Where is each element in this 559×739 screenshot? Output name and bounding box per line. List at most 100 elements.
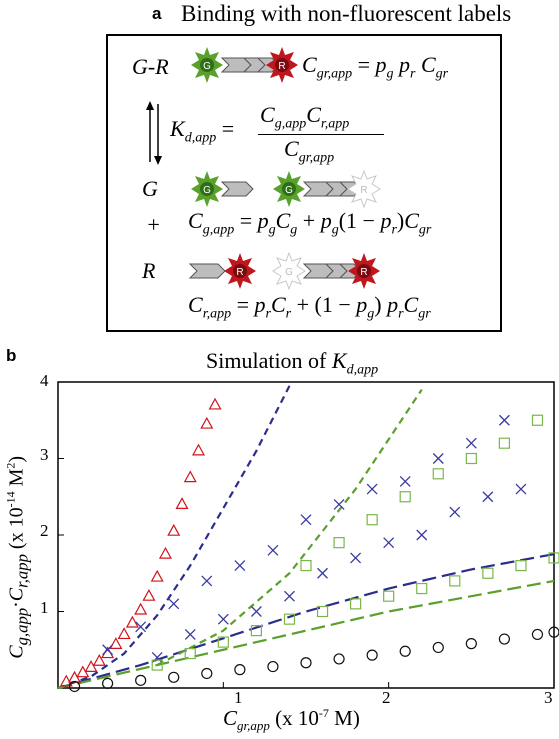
svg-text:R: R <box>360 267 367 278</box>
circle-point-3-2 <box>135 674 147 686</box>
kd-simulation-plot <box>57 381 559 693</box>
circle-point-3-1 <box>101 677 114 690</box>
x-tick-1: 1 <box>234 688 243 707</box>
square-point-2-11 <box>515 560 527 572</box>
square-point-2-6 <box>350 598 362 610</box>
dashed-line-0 <box>57 385 291 690</box>
cross-point-1-15 <box>217 613 229 625</box>
green-with-ghost-red-construct-icon: G R <box>273 170 381 208</box>
plot-frame <box>57 381 555 689</box>
triangle-point-0-4 <box>92 653 106 666</box>
square-point-2-16 <box>399 491 411 503</box>
cross-point-1-7 <box>333 498 345 510</box>
dashed-line-3 <box>57 579 555 690</box>
cross-point-1-13 <box>151 651 163 663</box>
species-red: R <box>142 258 156 283</box>
species-complex: G-R <box>132 54 169 79</box>
cross-point-1-23 <box>482 491 494 503</box>
circle-point-3-12 <box>465 638 477 650</box>
square-point-2-8 <box>416 582 428 595</box>
dashed-fit-lines <box>57 385 555 690</box>
equilibrium-arrows-icon <box>146 101 162 165</box>
cross-point-1-22 <box>449 506 461 518</box>
cross-point-1-6 <box>300 514 312 526</box>
eq-kd-denominator: Cgr,app <box>284 136 335 166</box>
circle-point-3-0 <box>68 680 81 693</box>
x-tick-3: 3 <box>544 688 553 707</box>
square-point-2-15 <box>366 514 378 526</box>
circle-point-3-7 <box>300 657 312 669</box>
eq-c-gr-app: Cgr,app = pg pr Cgr <box>302 52 449 82</box>
cross-point-1-20 <box>383 537 395 549</box>
square-point-2-4 <box>283 613 296 625</box>
binding-scheme-box: G-R G R Cgr,app = pg pr Cgr Kd,app = Cg,… <box>106 34 502 332</box>
x-axis-label: Cgr,app (x 10-7 M) <box>223 706 360 734</box>
circle-point-3-4 <box>201 667 213 680</box>
scatter-points <box>59 397 559 693</box>
triangle-point-0-10 <box>142 588 156 601</box>
triangle-point-0-18 <box>208 397 222 410</box>
panel-a-title: Binding with non-fluorescent labels <box>181 1 512 26</box>
circle-point-3-6 <box>267 660 279 673</box>
svg-text:R: R <box>360 185 367 196</box>
svg-text:G: G <box>203 61 211 72</box>
triangle-point-0-9 <box>134 602 148 615</box>
panel-a-label: a <box>152 4 162 23</box>
svg-text:R: R <box>278 61 285 72</box>
ghost-green-marker-icon: G <box>272 252 306 290</box>
square-point-2-1 <box>184 647 196 660</box>
square-point-2-2 <box>217 636 229 648</box>
circle-point-3-9 <box>366 649 378 661</box>
red-marker-icon: R <box>224 253 256 289</box>
green-marker-icon: G <box>191 47 223 83</box>
species-green: G <box>142 176 158 201</box>
green-only-construct-icon: G <box>191 171 254 207</box>
ghost-green-with-red-construct-icon: G R <box>272 252 380 290</box>
panel-b-title: Simulation of Kd,app <box>206 348 379 378</box>
triangle-point-0-15 <box>183 470 197 483</box>
triangle-point-0-13 <box>167 523 181 536</box>
y-tick-4: 4 <box>40 371 49 390</box>
circle-point-3-10 <box>399 645 411 657</box>
cross-point-1-14 <box>184 628 196 640</box>
square-point-2-7 <box>383 590 395 602</box>
red-marker-icon: R <box>266 47 298 83</box>
svg-text:G: G <box>285 185 293 196</box>
cross-point-1-9 <box>399 475 411 487</box>
y-tick-2: 2 <box>40 521 49 540</box>
cross-point-1-3 <box>201 575 213 587</box>
cross-point-1-1 <box>135 621 147 633</box>
circle-point-3-14 <box>531 628 544 641</box>
axis-ticks <box>58 381 555 688</box>
svg-text:G: G <box>203 185 211 196</box>
square-point-2-14 <box>333 537 345 549</box>
square-point-2-0 <box>151 659 163 671</box>
square-point-2-19 <box>498 437 510 449</box>
triangle-point-0-8 <box>125 615 139 628</box>
circle-point-3-15 <box>548 626 559 638</box>
cross-point-1-12 <box>498 414 510 426</box>
green-marker-icon: G <box>191 171 223 207</box>
circle-point-3-13 <box>498 633 510 645</box>
dashed-line-1 <box>57 553 555 690</box>
eq-kd-lhs: Kd,app = <box>170 116 235 146</box>
cross-point-1-4 <box>234 560 246 572</box>
square-point-2-9 <box>449 575 461 587</box>
square-point-2-18 <box>465 452 477 465</box>
circle-point-3-5 <box>234 664 246 676</box>
cross-point-1-18 <box>317 567 328 579</box>
cross-point-1-2 <box>168 598 180 610</box>
ghost-red-marker-icon: R <box>347 170 381 208</box>
red-only-construct-icon: R <box>188 253 256 289</box>
triangle-point-0-7 <box>117 627 131 640</box>
plus-sign: + <box>146 212 161 237</box>
triangle-point-0-16 <box>192 443 206 456</box>
triangle-point-0-6 <box>109 637 123 649</box>
circle-point-3-3 <box>168 671 180 683</box>
panel-b-label: b <box>6 346 17 365</box>
cross-point-1-21 <box>416 529 428 541</box>
triangle-point-0-11 <box>150 569 164 582</box>
eq-kd-numerator: Cg,appCr,app <box>260 102 350 132</box>
circle-point-3-8 <box>333 653 345 665</box>
y-tick-1: 1 <box>40 598 49 617</box>
